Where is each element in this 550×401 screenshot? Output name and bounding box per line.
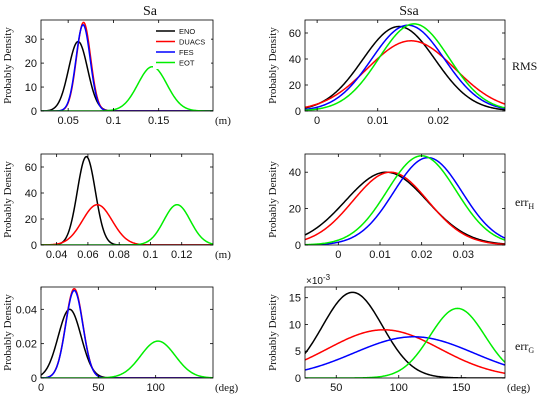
y-tick-label: 0	[295, 240, 301, 252]
legend-label-fes: FES	[179, 48, 194, 57]
series-fes-line	[305, 156, 505, 245]
y-tick-label: 0	[295, 106, 301, 118]
series-eno-line	[41, 40, 213, 111]
series-eot-line	[305, 23, 505, 111]
x-tick-label: 0.02	[428, 115, 449, 127]
x-unit-label: (deg)	[215, 382, 239, 394]
x-tick-label: 0.01	[369, 249, 390, 261]
x-unit-label: (m)	[215, 249, 231, 261]
y-tick-label: 0	[31, 106, 37, 118]
axes-box	[40, 286, 214, 379]
series-duacs-line	[305, 329, 505, 375]
series-duacs-line	[305, 171, 505, 245]
x-tick-label: 0.06	[77, 249, 98, 261]
panel-sa-rms: 0.05 0.1 0.15 0 10 20 30 Probably Density (m) ENO…	[2, 19, 231, 127]
legend-label-duacs: DUACS	[179, 38, 205, 47]
series-eot-line	[41, 340, 213, 378]
row-label-errg: errG	[515, 339, 534, 355]
x-tick-label: 0.1	[106, 115, 121, 127]
x-tick-label: 100	[390, 382, 408, 394]
y-tick-label: 15	[289, 293, 301, 305]
x-tick-label: 100	[146, 382, 164, 394]
panel-sa-errh: 0.04 0.06 0.08 0.1 0.12 0 20 40 60 Probably Densi…	[2, 153, 231, 261]
y-tick-label: 0.02	[16, 339, 37, 351]
panel-ssa-errh: 0 0.01 0.02 0.03 0 20 40 Probably Density	[267, 153, 506, 261]
series-eot-line	[305, 307, 505, 378]
series-eot-line	[41, 65, 213, 111]
y-axis-label: Probably Density	[2, 294, 14, 371]
y-axis-label: Probably Density	[267, 27, 279, 104]
series-eno-line	[305, 25, 505, 111]
series-eot-line	[305, 155, 505, 245]
series-duacs-line	[41, 287, 213, 378]
series-duacs-line	[41, 203, 213, 245]
x-unit-label: (deg)	[507, 382, 531, 394]
y-tick-label: 0	[295, 373, 301, 385]
y-axis-label: Probably Density	[2, 161, 14, 238]
y-tick-label: 40	[289, 167, 301, 179]
x-tick-label: 0	[314, 115, 320, 127]
series-fes-line	[41, 23, 213, 111]
series-eno-line	[41, 155, 213, 245]
y-tick-label: 0	[31, 373, 37, 385]
y-tick-label: 40	[289, 54, 301, 66]
y-tick-label: 0	[31, 240, 37, 252]
x-tick-label: 0	[38, 382, 44, 394]
y-axis-label: Probably Density	[267, 161, 279, 238]
series-fes-line	[305, 336, 505, 371]
x-tick-label: 0.1	[143, 249, 158, 261]
y-multiplier: ×10-3	[306, 273, 331, 287]
x-tick-label: 0.12	[171, 249, 192, 261]
series-eno-line	[41, 308, 213, 378]
x-tick-label: 0.03	[453, 249, 474, 261]
y-tick-label: 40	[25, 188, 37, 200]
y-tick-label: 30	[25, 34, 37, 46]
y-tick-label: 60	[25, 162, 37, 174]
y-tick-label: 20	[289, 80, 301, 92]
column-title-ssa: Ssa	[399, 4, 419, 19]
x-tick-label: 0.15	[148, 115, 169, 127]
row-label-rms: RMS	[512, 59, 537, 73]
y-axis-label: Probably Density	[2, 27, 14, 104]
series-fes-line	[305, 24, 505, 111]
x-tick-label: 0.05	[57, 115, 78, 127]
x-tick-label: 50	[330, 382, 342, 394]
y-tick-label: 20	[25, 58, 37, 70]
axes-box	[304, 286, 506, 379]
x-tick-label: 0.04	[46, 249, 67, 261]
legend-label-eot: EOT	[179, 59, 195, 68]
x-tick-label: 50	[92, 382, 104, 394]
x-tick-label: 0.01	[367, 115, 388, 127]
series-duacs-line	[305, 40, 505, 109]
column-title-sa: Sa	[143, 4, 158, 19]
series-fes-line	[41, 289, 213, 378]
panel-ssa-errg: 50 100 150 0 5 10 15 Probably Density (deg) ×10-3	[267, 273, 531, 394]
y-tick-label: 20	[289, 204, 301, 216]
series-eno-line	[305, 171, 505, 245]
x-tick-label: 0.02	[411, 249, 432, 261]
x-unit-label: (m)	[215, 115, 231, 127]
y-axis-label: Probably Density	[267, 294, 279, 371]
x-tick-label: 0	[335, 249, 341, 261]
x-tick-label: 0.08	[108, 249, 129, 261]
y-tick-label: 10	[289, 319, 301, 331]
y-tick-label: 0.04	[16, 304, 37, 316]
y-tick-label: 5	[295, 346, 301, 358]
axes-box	[304, 19, 506, 112]
y-tick-label: 60	[289, 28, 301, 40]
legend-label-eno: ENO	[179, 27, 195, 36]
y-tick-label: 10	[25, 82, 37, 94]
axes-box	[40, 153, 214, 246]
x-tick-label: 150	[452, 382, 470, 394]
y-tick-label: 20	[25, 214, 37, 226]
axes-box	[304, 153, 506, 246]
row-label-errh: errH	[515, 195, 534, 211]
panel-ssa-rms: 0 0.01 0.02 0 20 40 60 Probably Density	[267, 19, 506, 127]
axes-box	[40, 19, 214, 112]
